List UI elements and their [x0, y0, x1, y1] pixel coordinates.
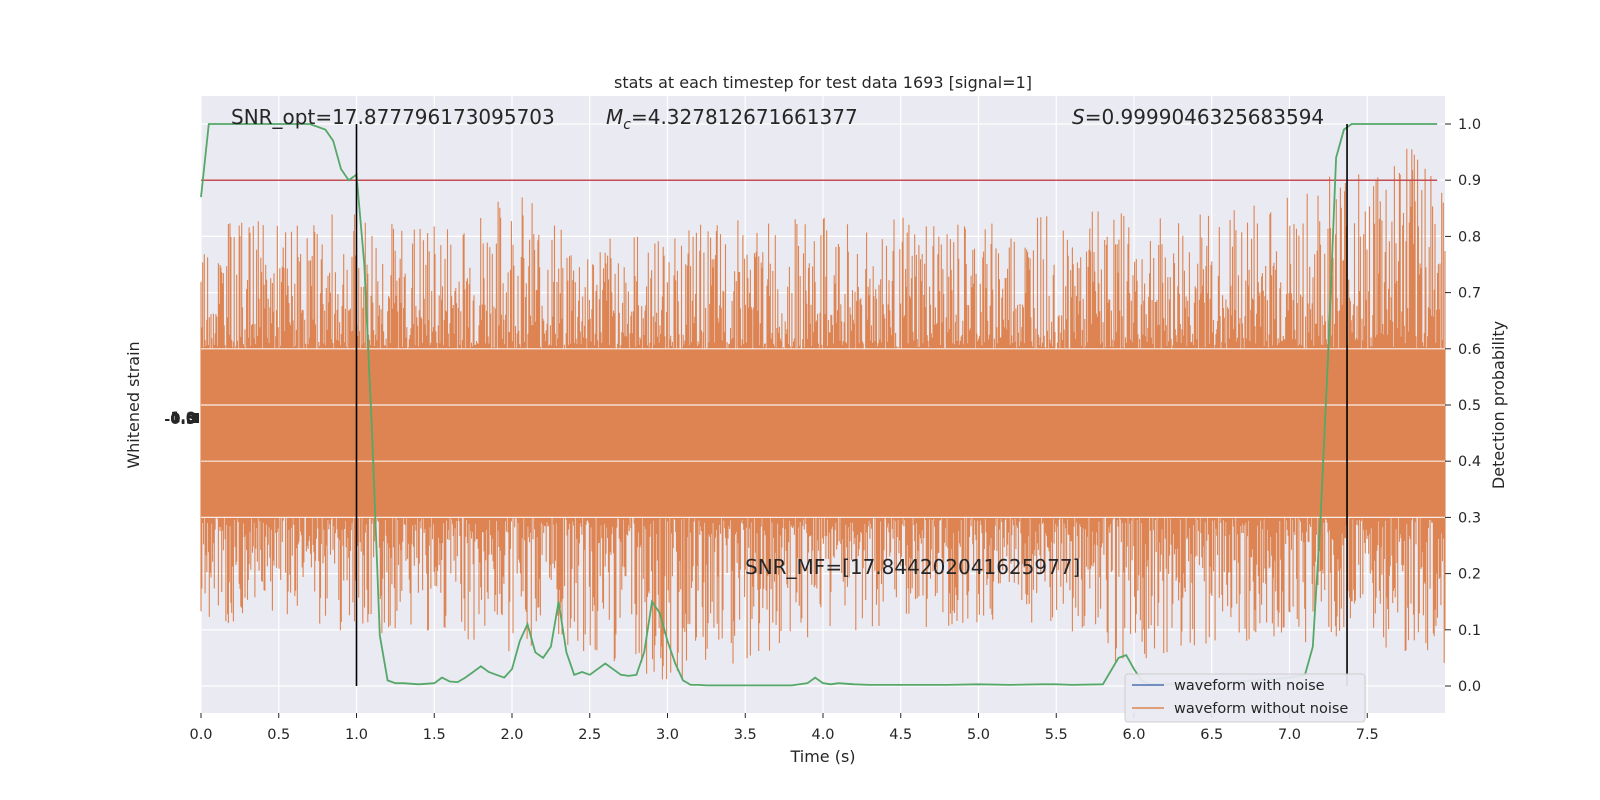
left-axis-ticks: -0.50.00.51.0 — [164, 410, 199, 428]
legend-label-without-noise: waveform without noise — [1174, 701, 1348, 717]
y-tick-label: 1.0 — [1458, 117, 1481, 133]
chirp-mass-annotation: Mc=4.327812671661377 — [606, 105, 858, 133]
x-tick-label: 3.5 — [734, 727, 757, 743]
y-tick-label: 0.5 — [1458, 398, 1481, 414]
x-tick-label: 1.5 — [423, 727, 446, 743]
y-tick-label: 0.7 — [1458, 286, 1481, 302]
y-tick-label: 0.9 — [1458, 173, 1481, 189]
y-tick-label: 0.4 — [1458, 454, 1481, 470]
left-axis-label: Whitened strain — [124, 341, 143, 468]
x-tick-label: 2.0 — [500, 727, 523, 743]
x-tick-label: 7.0 — [1278, 727, 1301, 743]
x-tick-label: 5.0 — [967, 727, 990, 743]
x-tick-label: 6.5 — [1200, 727, 1223, 743]
x-tick-label: 1.0 — [345, 727, 368, 743]
y-tick-label: 0.3 — [1458, 510, 1481, 526]
chirp-mass-value: =4.327812671661377 — [631, 105, 858, 129]
snr-mf-annotation: SNR_MF=[17.844202041625977] — [745, 555, 1080, 579]
x-tick-label: 6.0 — [1122, 727, 1145, 743]
snr-opt-annotation: SNR_opt=17.877796173095703 — [231, 105, 555, 129]
x-tick-label: 7.5 — [1356, 727, 1379, 743]
x-tick-label: 4.5 — [889, 727, 912, 743]
chirp-mass-subscript: c — [623, 117, 631, 133]
x-axis-label: Time (s) — [789, 747, 855, 766]
s-value: =0.9999046325683594 — [1085, 105, 1324, 129]
x-tick-label: 4.0 — [811, 727, 834, 743]
legend: waveform with noise waveform without noi… — [1124, 673, 1366, 723]
strain-traces — [200, 148, 1446, 680]
left-tick-label: -0.5 — [164, 412, 196, 428]
x-tick-label: 0.5 — [267, 727, 290, 743]
y-tick-label: 0.8 — [1458, 229, 1481, 245]
s-symbol: S — [1072, 105, 1085, 129]
x-tick-label: 3.0 — [656, 727, 679, 743]
y-tick-label: 0.0 — [1458, 679, 1481, 695]
left-tick-label: 0.5 — [170, 411, 196, 427]
x-tick-label: 5.5 — [1045, 727, 1068, 743]
left-tick-label: 0.0 — [170, 411, 196, 427]
x-tick-label: 2.5 — [578, 727, 601, 743]
right-axis-ticks: 0.0 0.1 0.2 0.3 0.4 0.5 0.6 0.7 0.8 0.9 1.0 — [1445, 117, 1481, 695]
s-annotation: S=0.9999046325683594 — [1072, 105, 1324, 129]
y-tick-label: 0.1 — [1458, 623, 1481, 639]
y-tick-label: 0.2 — [1458, 567, 1481, 583]
chirp-mass-symbol: M — [606, 105, 623, 129]
left-tick-cluster — [192, 413, 199, 423]
chart-title: stats at each timestep for test data 169… — [614, 73, 1032, 92]
x-tick-label: 0.0 — [189, 727, 212, 743]
left-tick-label: 1.0 — [170, 410, 196, 426]
x-axis-ticks: 0.0 0.5 1.0 1.5 2.0 2.5 3.0 3.5 4.0 4.5 5.0 5.5 6.0 6… — [189, 713, 1379, 743]
right-axis-label: Detection probability — [1489, 321, 1508, 489]
y-tick-label: 0.6 — [1458, 342, 1481, 358]
legend-label-with-noise: waveform with noise — [1174, 678, 1325, 694]
legend-box — [1124, 673, 1366, 723]
marker-lines — [355, 124, 1348, 686]
